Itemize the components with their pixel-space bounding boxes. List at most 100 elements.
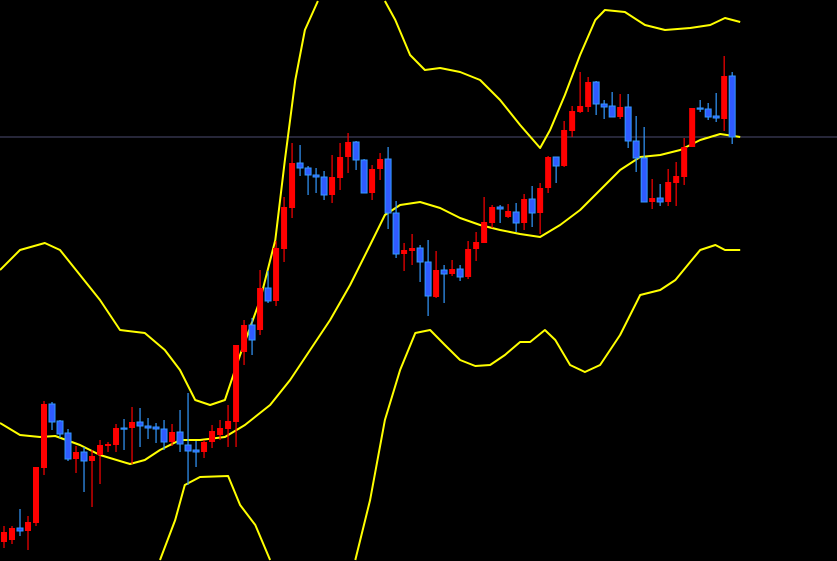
candle-body	[312, 174, 320, 178]
candle-down	[176, 410, 184, 452]
candle-body	[264, 287, 272, 302]
candle-up	[673, 162, 680, 206]
candle-body	[9, 528, 16, 540]
candle-body	[296, 162, 304, 169]
candle-body	[377, 159, 384, 169]
candle-body	[73, 452, 80, 459]
candle-body	[16, 527, 24, 532]
candle-body	[512, 211, 520, 224]
candle-body	[241, 325, 248, 352]
candle-up	[89, 450, 96, 507]
candle-down	[264, 271, 272, 303]
candle-body	[681, 147, 688, 177]
candle-down	[440, 265, 448, 303]
candle-body	[48, 403, 56, 423]
candle-up	[73, 446, 80, 473]
bollinger-bands	[0, 0, 741, 561]
candle-down	[296, 145, 304, 176]
candle-body	[329, 177, 336, 195]
candle-body	[345, 142, 352, 157]
candle-down	[600, 100, 608, 119]
candle-down	[496, 205, 504, 223]
candle-down	[120, 419, 128, 450]
candle-up	[337, 143, 344, 190]
candle-down	[704, 103, 712, 120]
candle-up	[41, 401, 48, 475]
candle-down	[80, 447, 88, 492]
candle-body	[481, 222, 488, 243]
candle-body	[561, 130, 568, 166]
candle-body	[649, 198, 656, 202]
candle-body	[624, 106, 632, 142]
candle-body	[401, 250, 408, 254]
candle-up	[25, 516, 32, 550]
candle-body	[577, 106, 584, 112]
lower-band	[159, 475, 272, 561]
candle-up	[569, 106, 576, 137]
candle-up	[113, 424, 120, 452]
candle-down	[552, 156, 560, 183]
candle-down	[640, 127, 648, 203]
candle-up	[1, 526, 8, 548]
candle-body	[600, 103, 608, 108]
candle-up	[97, 440, 104, 484]
candle-up	[225, 405, 232, 447]
candle-up	[209, 425, 216, 448]
candle-down	[248, 318, 256, 355]
candle-down	[624, 94, 632, 148]
candle-down	[384, 147, 392, 229]
candle-up	[505, 204, 512, 218]
candle-body	[640, 157, 648, 203]
candle-down	[160, 420, 168, 450]
candle-up	[217, 420, 224, 440]
candle-down	[304, 166, 312, 195]
candle-body	[201, 442, 208, 452]
candle-body	[25, 522, 32, 531]
candle-up	[665, 169, 672, 206]
candle-up	[281, 197, 288, 262]
candle-up	[561, 121, 568, 167]
candle-body	[721, 76, 728, 119]
candle-down	[656, 184, 664, 206]
candle-body	[489, 207, 496, 223]
candle-body	[409, 248, 416, 251]
candle-body	[496, 206, 504, 210]
candle-body	[64, 432, 72, 460]
candle-body	[456, 268, 464, 278]
candle-down	[424, 240, 432, 316]
candle-body	[585, 82, 592, 107]
candle-body	[144, 425, 152, 429]
candle-body	[728, 75, 736, 138]
candle-up	[105, 442, 112, 452]
candle-down	[392, 201, 400, 258]
candle-up	[433, 251, 440, 298]
candle-up	[273, 241, 280, 306]
candle-down	[632, 116, 640, 172]
candle-up	[489, 205, 496, 228]
candle-up	[521, 194, 528, 230]
candle-up	[537, 183, 544, 234]
candle-body	[704, 108, 712, 118]
candle-body	[384, 158, 392, 214]
candle-up	[681, 138, 688, 185]
candle-body	[569, 111, 576, 131]
candle-body	[33, 467, 40, 523]
candle-body	[192, 449, 200, 453]
candle-up	[465, 241, 472, 279]
candle-body	[632, 140, 640, 159]
candle-body	[528, 198, 536, 214]
candle-body	[304, 167, 312, 176]
candle-up	[169, 424, 176, 446]
candle-body	[521, 199, 528, 223]
candle-body	[696, 107, 704, 110]
candle-body	[320, 176, 328, 196]
candle-body	[440, 269, 448, 275]
candle-body	[433, 270, 440, 297]
candle-up	[33, 467, 40, 526]
candle-up	[289, 143, 296, 218]
candle-down	[320, 171, 328, 200]
candle-down	[16, 509, 24, 536]
candle-body	[257, 288, 264, 330]
candle-up	[9, 526, 16, 544]
